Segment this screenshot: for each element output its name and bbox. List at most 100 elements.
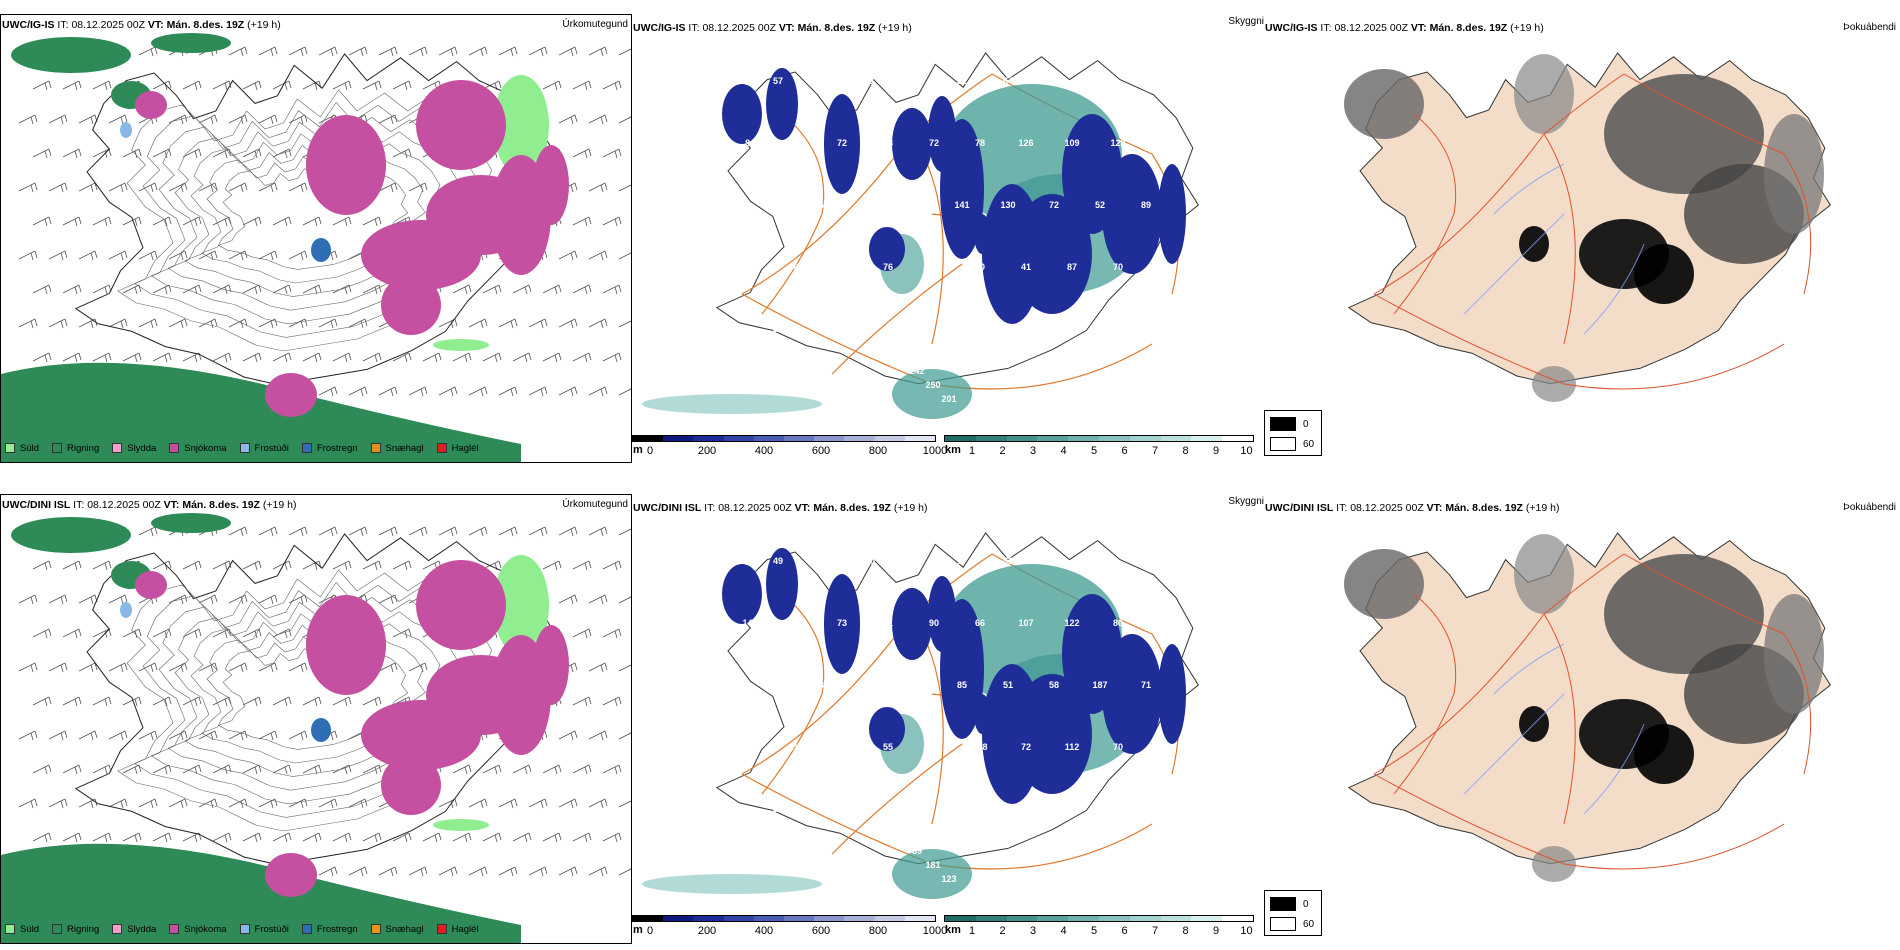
wind-barb [512,832,532,843]
wind-barb [152,832,172,843]
wind-barb-flag [274,662,278,671]
cbar-tick-label: 9 [1212,445,1220,457]
cbar-segment [1006,436,1038,441]
wind-barb-shaft [258,250,276,260]
legend-label: Slydda [127,923,157,935]
wind-barb [452,352,472,363]
wind-barb [558,250,578,261]
wind-barb [572,80,592,91]
visibility-value-label: 72 [1021,742,1031,752]
wind-barb-shaft [498,866,516,876]
visibility-value-label: 116 [789,742,804,752]
wind-barb [512,352,532,363]
wind-barb [242,80,262,91]
wind-barb [588,46,608,57]
wind-barb-flag [60,116,64,125]
fog-indicator-map [1344,52,1832,402]
panel-title: UWC/IG-IS IT: 08.12.2025 00Z VT: Mán. 8.… [2,19,281,31]
wind-barb-shaft [288,182,306,192]
wind-barb-shaft [378,866,396,876]
wind-barb-shaft [392,352,410,362]
wind-barb-flag [258,696,262,705]
wind-barb-shaft [242,628,260,638]
wind-barb-flag [78,696,82,705]
wind-barb-flag [284,286,288,295]
wind-barb [392,832,412,843]
wind-barb-flag [574,318,578,327]
wind-barb [258,594,278,605]
wind-barb [422,832,442,843]
panel-title: UWC/IG-IS IT: 08.12.2025 00Z VT: Mán. 8.… [1265,22,1544,34]
wind-barb-flag [304,662,308,671]
wind-barb-flag [304,46,308,55]
wind-barb [542,832,562,843]
wind-barb-shaft [62,216,80,226]
wind-barb-flag [164,286,168,295]
wind-barb-shaft [152,352,170,362]
wind-barb-shaft [468,798,486,808]
wind-barb-shaft [152,764,170,774]
wind-barb-flag [374,834,378,843]
cbar-tick-label: 400 [754,445,774,457]
visibility-value-label: 263 [788,262,803,272]
wind-barb-flag [394,182,398,191]
wind-barb-flag [34,318,38,327]
visibility-value-label: 122 [1064,618,1079,628]
wind-barb-flag [314,698,318,707]
wind-barb-flag [34,594,38,603]
visibility-value-label: 58 [1095,76,1105,86]
wind-barb-flag [194,218,198,227]
wind-barb-flag [44,834,48,843]
wind-barb-flag [614,834,618,843]
model-label: UWC/IG-IS [1265,22,1318,34]
cbar-strip [632,915,936,922]
wind-barb-flag [74,82,78,91]
wind-barb-flag [334,318,338,327]
wind-barb-shaft [392,832,410,842]
wind-barb [242,764,262,775]
wind-barb-flag [498,284,502,293]
wind-barb-shaft [468,866,486,876]
wind-barb-shaft [572,352,590,362]
visibility-value-label: 75 [911,76,921,86]
wind-barb [32,560,52,571]
visibility-value-label: 88 [727,680,737,690]
wind-barb [348,866,368,877]
wind-barb-flag [270,320,274,329]
precip-type-legend: Súld Rigning Slydda Snjókoma Frostúði Frostre… [5,921,492,937]
visibility-value-label: 55 [883,742,893,752]
wind-barb-flag [344,766,348,775]
wind-barb-flag [168,696,172,705]
wind-barb-shaft [422,352,440,362]
wind-barb-flag [304,798,308,807]
wind-barb [18,250,38,261]
wind-barb-shaft [302,80,320,90]
wind-barb-shaft [332,696,350,706]
wind-barb-shaft [602,560,620,570]
wind-barb-shaft [602,352,620,362]
fog-shade [1514,54,1574,134]
wind-barb-shaft [32,216,50,226]
wind-barb-flag [570,48,574,57]
wind-barb-flag [390,116,394,125]
fog-legend-row2: 0 60 [1264,890,1322,936]
wind-barb-flag [74,630,78,639]
wind-barb [378,182,398,193]
wind-barb-flag [168,216,172,225]
wind-barb [318,526,338,537]
wind-barb-flag [150,664,154,673]
cbar-tick-label: 800 [868,445,888,457]
visibility-panel-row2: 103 49 70 60 78 77 81 88 57 56 140 76 73 61 90 66 107 122… [632,494,1264,944]
wind-barb-flag [284,82,288,91]
wind-barb [62,764,82,775]
wind-barb [572,352,592,363]
wind-barb-flag [108,216,112,225]
wind-barb-shaft [438,798,456,808]
wind-barb-flag [614,218,618,227]
wind-barb-shaft [588,386,606,396]
wind-barb-flag [600,320,604,329]
wind-barb-flag [334,386,338,395]
wind-barb-flag [618,148,622,157]
cbar-segment [753,436,785,441]
wind-barb-flag [450,48,454,57]
